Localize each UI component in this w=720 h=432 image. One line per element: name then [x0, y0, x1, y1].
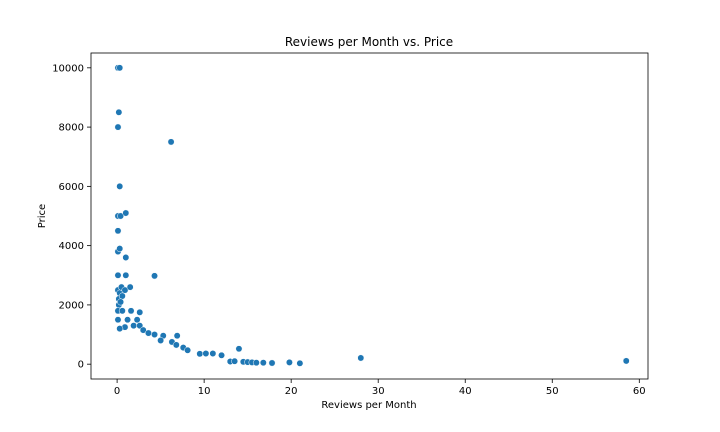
data-point	[116, 245, 124, 253]
data-point	[622, 357, 630, 365]
data-point	[167, 138, 175, 146]
data-point	[114, 271, 122, 279]
data-point	[235, 345, 243, 353]
data-point	[116, 64, 124, 72]
data-point	[285, 358, 293, 366]
data-point	[122, 271, 130, 279]
data-point	[118, 307, 126, 315]
x-tick-label: 50	[546, 386, 559, 397]
data-point	[184, 346, 192, 354]
y-tick-label: 0	[78, 360, 84, 371]
data-point	[268, 359, 276, 367]
plot-frame	[90, 52, 649, 380]
data-point	[114, 316, 122, 324]
data-point	[357, 354, 365, 362]
data-point	[127, 307, 135, 315]
y-tick-label: 2000	[59, 300, 84, 311]
data-point	[209, 350, 217, 357]
data-point	[157, 337, 165, 344]
x-tick-label: 40	[459, 386, 472, 397]
data-point	[114, 123, 122, 131]
data-point	[122, 254, 130, 261]
y-axis-label: Price	[37, 204, 48, 228]
data-point	[218, 351, 225, 359]
data-point	[231, 357, 239, 365]
chart-title: Reviews per Month vs. Price	[285, 35, 453, 49]
data-point	[196, 350, 204, 358]
data-point	[130, 322, 138, 330]
data-point	[126, 283, 134, 291]
x-tick-label: 30	[372, 386, 385, 397]
data-point	[151, 331, 158, 338]
data-point	[172, 341, 180, 349]
data-point	[124, 316, 132, 324]
x-tick-label: 20	[285, 386, 298, 397]
x-axis-label: Reviews per Month	[321, 400, 416, 411]
y-tick-label: 6000	[59, 182, 84, 193]
data-point	[114, 227, 122, 235]
data-point	[118, 292, 126, 300]
y-tick-label: 4000	[59, 241, 84, 252]
data-point	[259, 359, 267, 367]
x-tick-label: 0	[114, 386, 120, 397]
plot-area: 0 10 20 30 40 50 60 0 2000 4000 6000 8000 10000	[52, 63, 645, 397]
y-tick-label: 10000	[52, 63, 84, 74]
data-point	[136, 308, 144, 316]
data-point	[252, 359, 260, 367]
y-tick-label: 8000	[59, 123, 84, 134]
x-tick-label: 60	[633, 386, 646, 397]
data-point	[115, 108, 123, 116]
data-point	[139, 326, 147, 334]
data-point	[117, 298, 125, 306]
data-point	[117, 212, 125, 220]
data-point	[144, 329, 152, 337]
data-point	[202, 350, 210, 357]
data-point	[121, 286, 129, 294]
data-point	[116, 182, 124, 190]
data-point	[151, 272, 158, 280]
data-point	[296, 359, 304, 367]
data-point	[116, 325, 124, 333]
data-point	[122, 209, 130, 217]
data-point	[133, 316, 141, 324]
x-tick-label: 10	[198, 386, 211, 397]
data-point	[173, 332, 181, 340]
